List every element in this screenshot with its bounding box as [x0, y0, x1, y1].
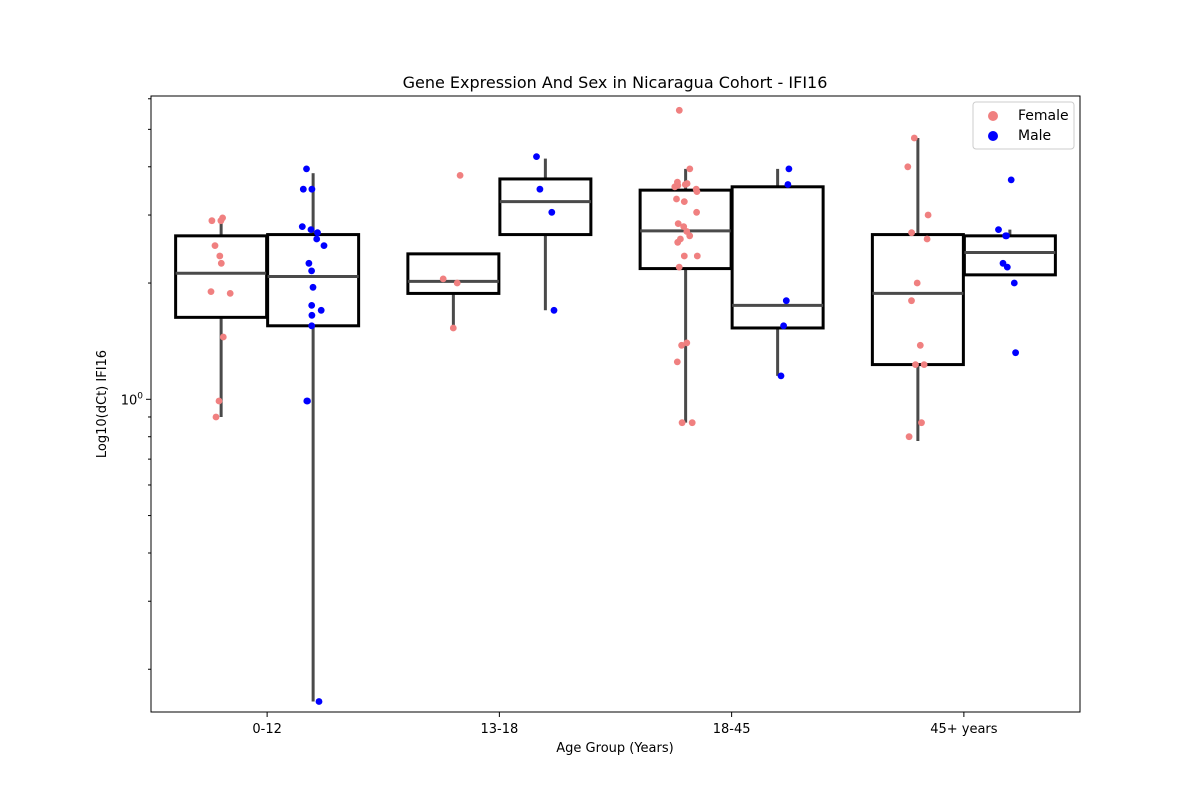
box-male-13-18: [498, 177, 593, 237]
point-female-18-45: [680, 252, 688, 260]
chart-axes: 0-12 13-18 18-45 45+ years 100: [121, 98, 998, 737]
point-male-45-years: [995, 226, 1002, 234]
point-female-18-45: [686, 165, 694, 173]
point-female-0-12: [219, 214, 227, 222]
point-female-45-years: [918, 419, 925, 427]
point-male-0-12: [317, 306, 325, 314]
point-female-18-45: [688, 419, 696, 427]
point-male-18-45: [777, 372, 785, 380]
point-female-0-12: [226, 290, 234, 297]
point-female-18-45: [683, 339, 691, 347]
point-female-18-45: [673, 358, 681, 366]
point-female-45-years: [905, 433, 913, 441]
chart-title: Gene Expression And Sex in Nicaragua Coh…: [403, 73, 828, 92]
point-female-18-45: [678, 341, 685, 349]
legend-marker-male: [988, 131, 998, 141]
point-female-45-years: [920, 361, 928, 368]
point-female-18-45: [678, 419, 686, 427]
point-female-13-18: [456, 172, 464, 179]
legend-label-male: Male: [1018, 128, 1051, 144]
x-tick-label: 13-18: [480, 722, 518, 737]
point-female-0-12: [211, 242, 219, 250]
point-female-0-12: [212, 413, 220, 421]
chart-marks: [174, 106, 1057, 705]
point-female-18-45: [681, 181, 689, 188]
point-female-45-years: [913, 279, 921, 287]
box-female-13-18: [406, 252, 501, 295]
point-male-13-18: [536, 185, 544, 193]
y-axis-label: Log10(dCt) IFI16: [95, 350, 110, 458]
point-female-13-18: [453, 279, 461, 287]
point-female-18-45: [680, 223, 688, 231]
point-male-0-12: [308, 311, 316, 319]
point-male-0-12: [298, 223, 306, 231]
point-male-45-years: [1003, 263, 1011, 271]
point-male-0-12: [308, 267, 315, 275]
point-male-0-12: [305, 259, 313, 267]
point-female-18-45: [686, 232, 694, 240]
point-male-45-years: [1010, 279, 1018, 287]
point-male-0-12: [303, 397, 311, 405]
point-female-45-years: [910, 134, 918, 142]
y-tick-label: 100: [121, 391, 144, 408]
point-male-0-12: [315, 698, 323, 705]
point-female-13-18: [439, 275, 447, 283]
point-female-18-45: [671, 183, 679, 191]
point-female-0-12: [215, 397, 223, 405]
point-male-13-18: [550, 306, 558, 314]
point-female-45-years: [908, 229, 915, 237]
x-tick-label: 0-12: [252, 722, 282, 737]
point-male-18-45: [782, 297, 790, 305]
point-female-0-12: [208, 217, 216, 225]
point-male-0-12: [303, 165, 310, 173]
point-male-45-years: [1007, 176, 1015, 184]
point-female-18-45: [674, 238, 682, 246]
point-male-18-45: [785, 165, 793, 173]
point-male-0-12: [308, 185, 316, 193]
point-female-0-12: [219, 333, 227, 341]
x-tick-label: 45+ years: [930, 722, 998, 737]
legend-label-female: Female: [1018, 108, 1069, 124]
point-female-0-12: [217, 259, 225, 267]
point-female-18-45: [673, 195, 680, 203]
legend: Female Male: [972, 101, 1075, 150]
plot-frame: [150, 95, 1081, 713]
point-female-18-45: [675, 106, 683, 114]
legend-marker-female: [988, 111, 998, 121]
point-male-0-12: [308, 322, 316, 330]
point-male-0-12: [308, 302, 316, 309]
point-male-13-18: [548, 208, 556, 216]
point-female-18-45: [675, 263, 683, 271]
x-axis-label: Age Group (Years): [556, 741, 673, 756]
point-male-0-12: [320, 242, 328, 250]
point-female-45-years: [908, 297, 915, 305]
point-male-0-12: [307, 226, 315, 234]
point-female-18-45: [693, 252, 701, 260]
point-male-0-12: [309, 283, 317, 291]
point-female-18-45: [674, 220, 682, 228]
legend-frame: [972, 101, 1075, 150]
point-male-45-years: [1012, 349, 1019, 357]
point-male-18-45: [784, 181, 792, 188]
point-male-45-years: [1003, 232, 1010, 240]
point-male-0-12: [313, 235, 321, 243]
point-female-18-45: [693, 188, 701, 196]
point-male-0-12: [299, 185, 307, 193]
point-female-18-45: [680, 198, 688, 206]
x-tick-label: 18-45: [713, 722, 751, 737]
point-female-0-12: [207, 288, 215, 295]
point-female-0-12: [216, 252, 224, 260]
point-male-0-12: [314, 229, 321, 237]
point-female-45-years: [904, 163, 912, 171]
box-male-18-45: [730, 185, 825, 330]
point-female-13-18: [449, 324, 457, 332]
point-male-18-45: [780, 322, 787, 330]
point-female-45-years: [912, 361, 919, 368]
point-female-18-45: [693, 208, 700, 216]
point-female-45-years: [924, 211, 932, 219]
point-female-45-years: [916, 341, 924, 349]
point-female-45-years: [923, 235, 931, 243]
point-male-13-18: [533, 153, 540, 161]
